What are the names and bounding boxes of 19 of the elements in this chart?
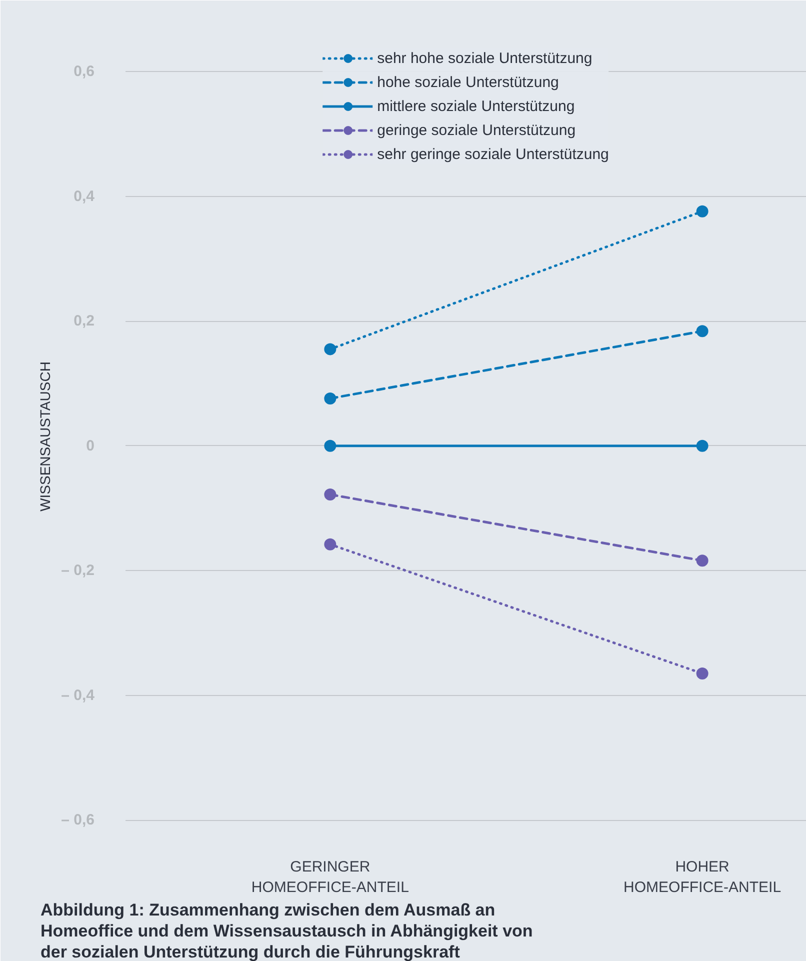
point: [324, 440, 336, 452]
x-tick-label: GERINGER HOMEOFFICE-ANTEIL: [251, 858, 409, 896]
point: [696, 205, 708, 218]
point: [696, 667, 708, 680]
legend-label: mittlere soziale Unterstützung: [377, 98, 575, 114]
y-axis-title: WISSENSAUSTAUSCH: [37, 362, 54, 512]
legend-label: sehr hohe soziale Unterstützung: [377, 50, 592, 66]
x-tick-label: HOHER HOMEOFFICE-ANTEIL: [624, 858, 782, 896]
point: [696, 440, 708, 452]
legend-label: geringe soziale Unterstützung: [377, 122, 576, 138]
point: [324, 538, 336, 550]
point: [696, 325, 708, 338]
point: [324, 343, 336, 356]
point: [324, 488, 336, 500]
legend-label: sehr geringe soziale Unterstützung: [377, 146, 609, 162]
point: [696, 554, 708, 567]
legend-label: hohe soziale Unterstützung: [377, 74, 559, 90]
text: Abbildung 1: Zusammenhang zwischen dem Ausmaß an Homeoffice und dem Wissensaustausch in Abhängigkeit von der sozialen Unterstützung durch die Führungskraft: [40, 900, 533, 961]
point: [324, 392, 336, 404]
